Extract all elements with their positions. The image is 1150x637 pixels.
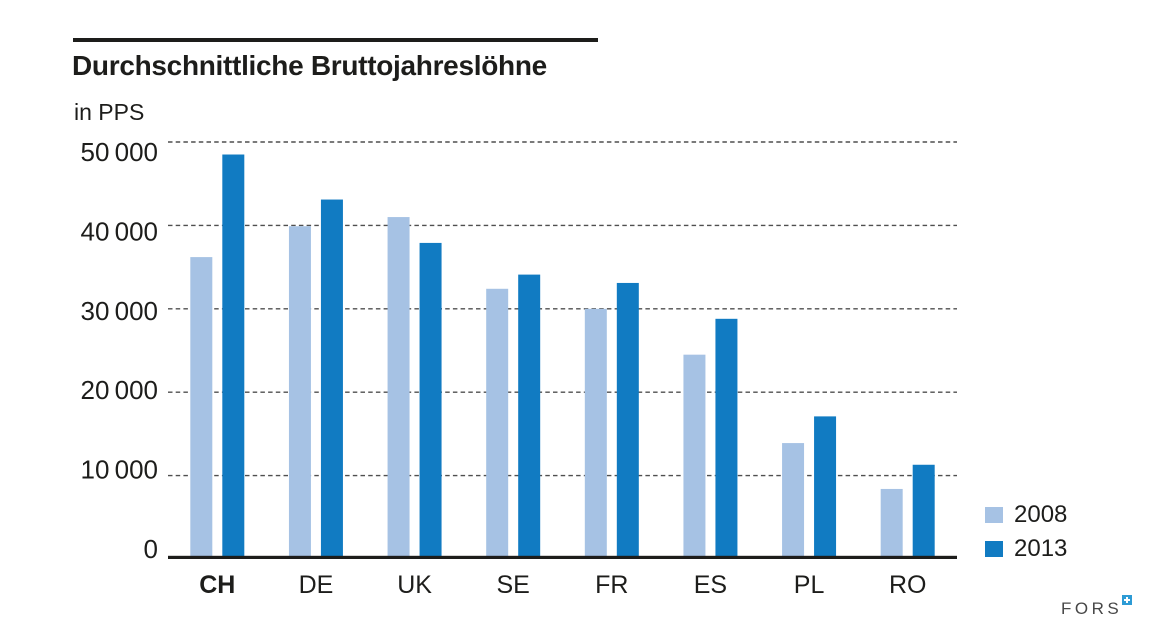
y-axis-label: 40 000 [80, 216, 158, 246]
fors-logo: FORS [1061, 595, 1133, 618]
fors-logo-square [1122, 595, 1133, 605]
bar-2008-UK [387, 217, 410, 559]
bar-2008-CH [190, 257, 213, 559]
plus-icon [1124, 599, 1131, 601]
bar-2008-ES [683, 354, 706, 559]
legend-item-2013: 2013 [985, 536, 1067, 562]
y-axis-label: 20 000 [80, 375, 158, 405]
bar-2013-SE [518, 274, 541, 559]
bar-2008-FR [584, 308, 607, 559]
legend-label-2008: 2008 [1014, 501, 1068, 528]
bar-2013-FR [616, 282, 639, 559]
bar-2008-PL [782, 443, 805, 559]
x-axis-label-ES: ES [694, 571, 727, 599]
bar-2013-CH [222, 154, 245, 559]
y-axis-label: 30 000 [80, 296, 158, 326]
fors-logo-text: FORS [1061, 599, 1123, 618]
chart-title: Durchschnittliche Bruttojahreslöhne [72, 50, 547, 81]
title-rule [73, 38, 598, 42]
bar-2013-DE [320, 199, 343, 559]
legend-swatch-2008 [985, 507, 1003, 523]
y-axis-label: 0 [144, 534, 158, 564]
bar-2008-SE [486, 288, 509, 559]
legend-item-2008: 2008 [985, 502, 1067, 528]
bar-2013-RO [912, 464, 935, 559]
unit-label: in PPS [74, 99, 145, 125]
y-axis-label: 50 000 [80, 137, 158, 167]
bar-2008-DE [288, 226, 311, 559]
legend: 2008 2013 [985, 502, 1067, 570]
bar-2013-UK [419, 242, 442, 559]
x-axis-label-DE: DE [299, 571, 334, 599]
x-axis-label-RO: RO [889, 571, 927, 599]
x-axis-label-CH: CH [199, 571, 235, 599]
x-axis-label-SE: SE [497, 571, 530, 599]
x-axis-label-UK: UK [397, 571, 432, 599]
legend-swatch-2013 [985, 541, 1003, 557]
bar-2008-RO [880, 488, 903, 559]
y-axis-label: 10 000 [80, 455, 158, 485]
x-axis-line [168, 555, 957, 559]
bar-2013-ES [715, 318, 738, 559]
x-axis-label-FR: FR [595, 571, 628, 599]
legend-label-2013: 2013 [1014, 535, 1068, 562]
bar-2013-PL [814, 416, 837, 559]
x-axis-label-PL: PL [794, 571, 825, 599]
